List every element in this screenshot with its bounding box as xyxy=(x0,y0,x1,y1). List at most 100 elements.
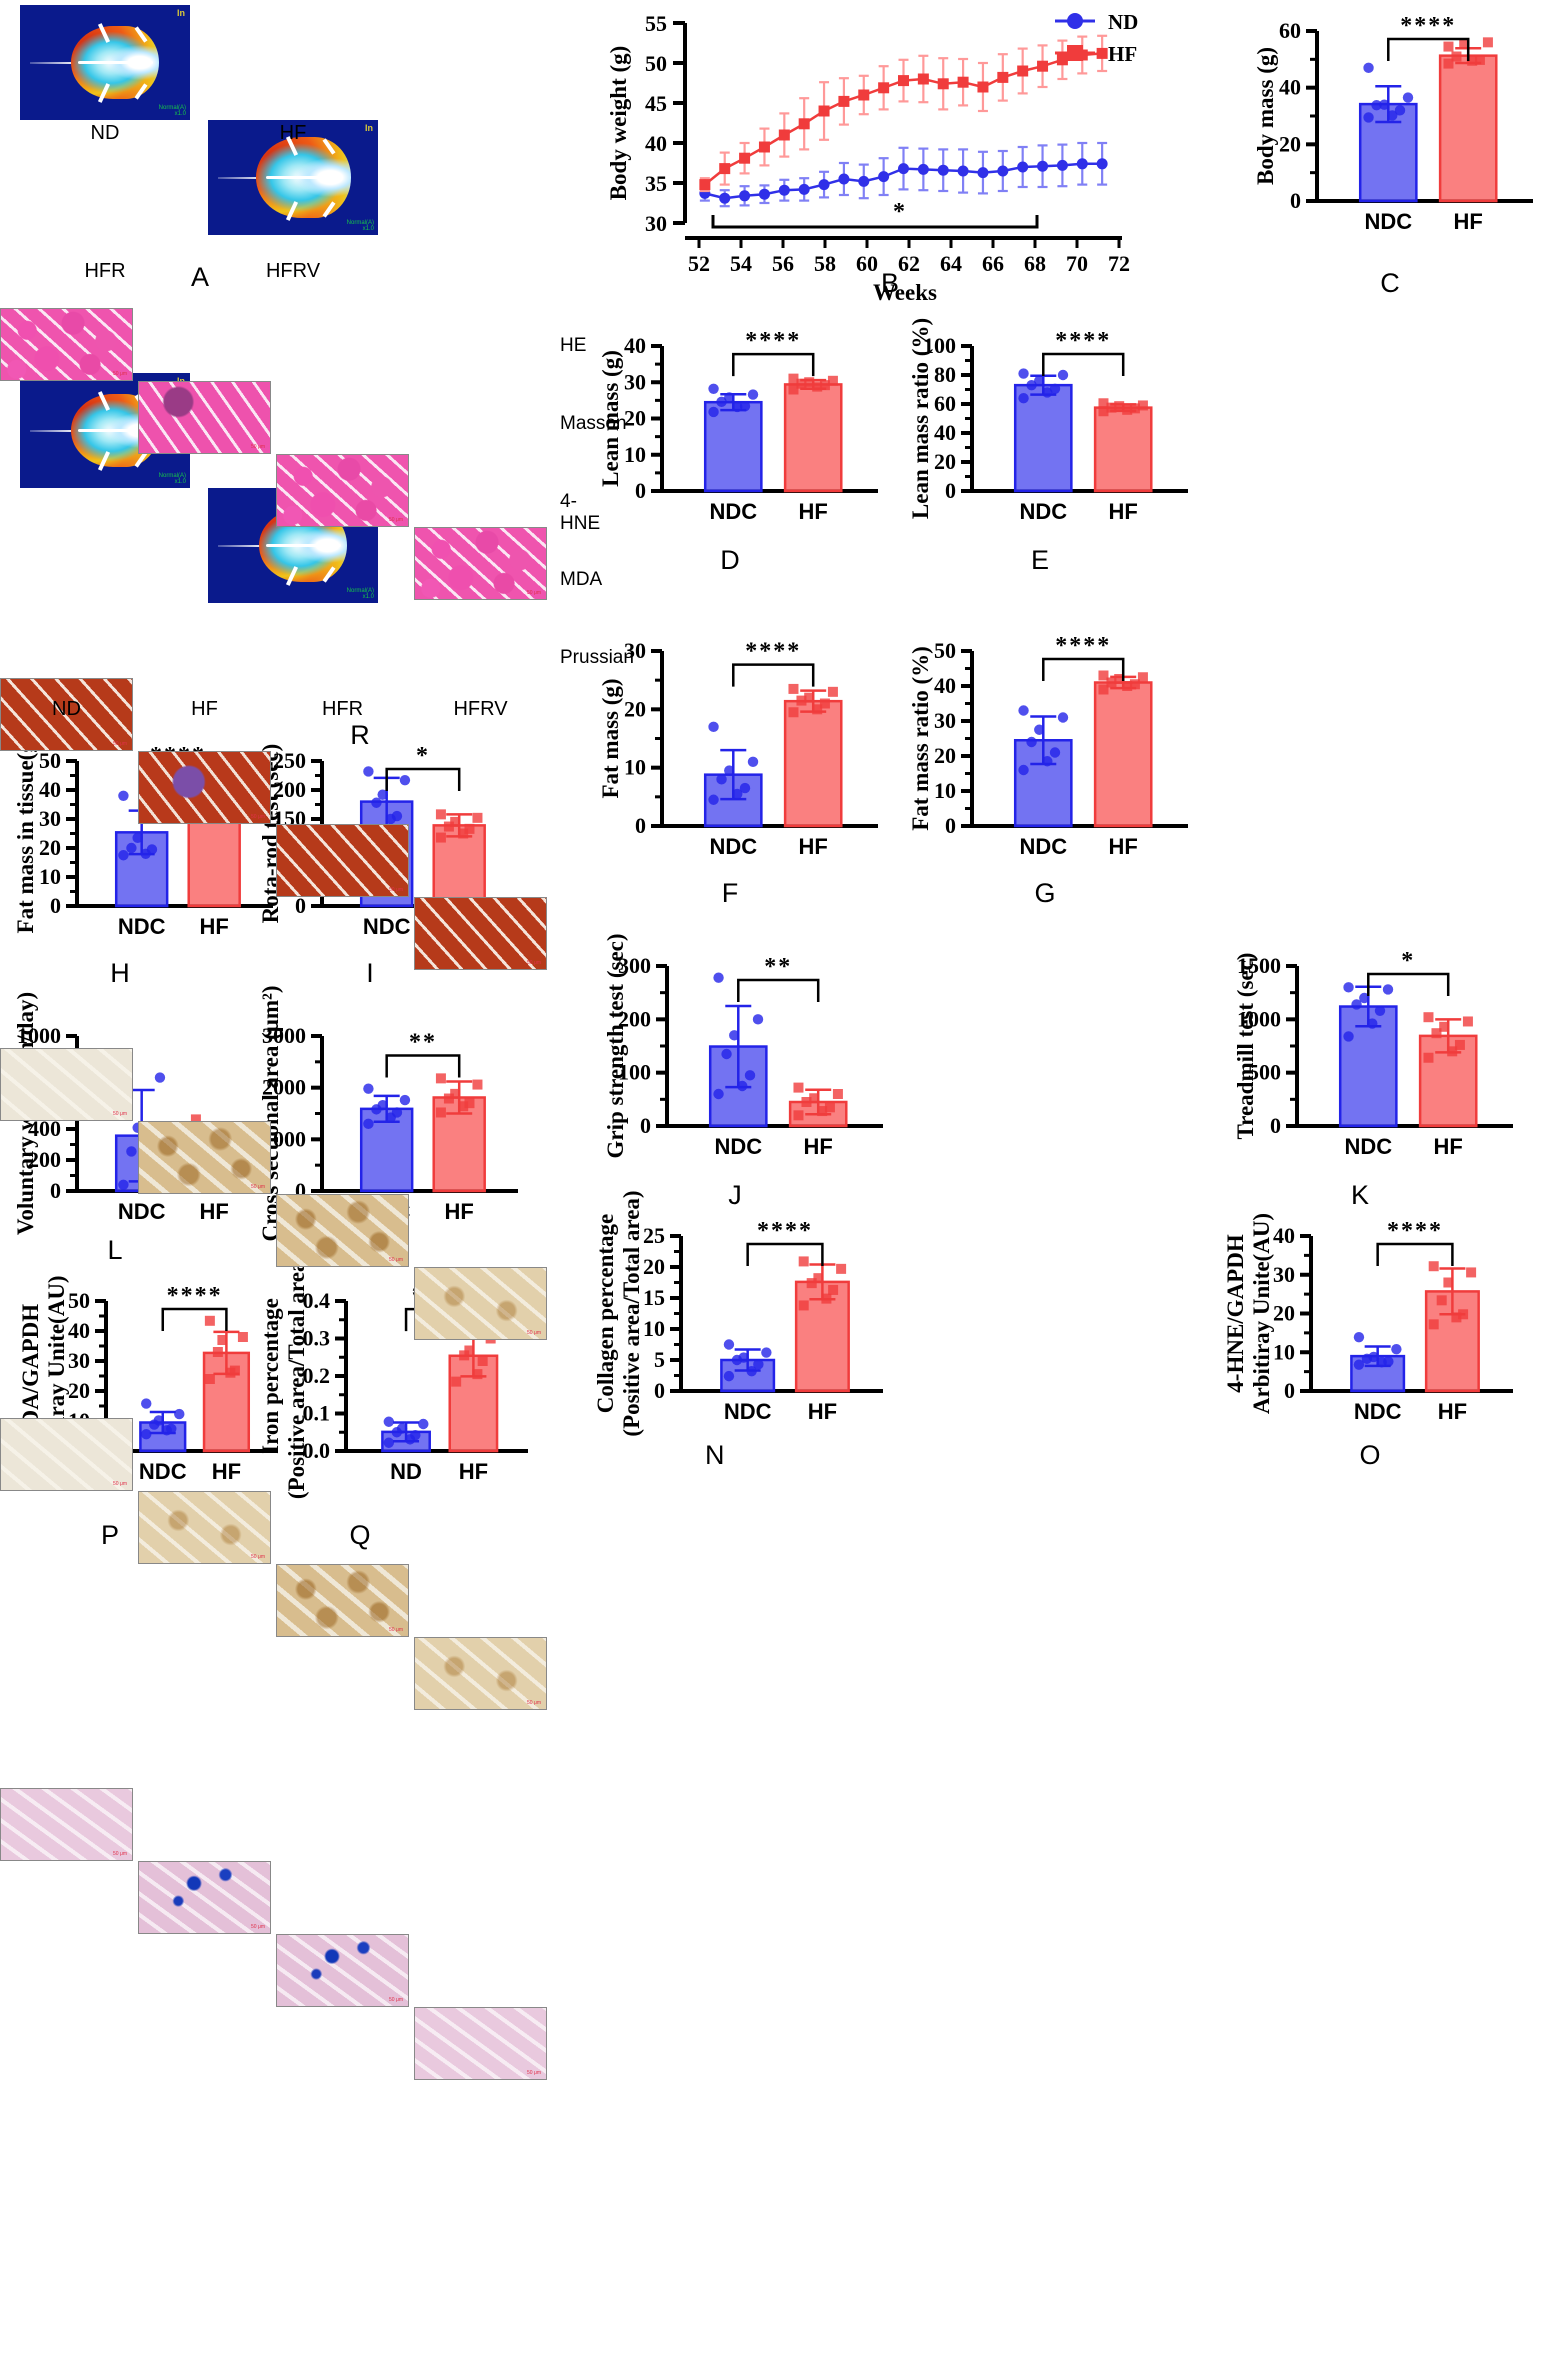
scale-bar-text: 50 μm xyxy=(113,1481,127,1487)
data-point xyxy=(806,1278,817,1289)
data-point xyxy=(997,165,1009,177)
y-tick-label: 2000 xyxy=(262,1075,306,1100)
data-point xyxy=(1057,369,1069,381)
y-tick-label: 0 xyxy=(1270,1113,1281,1138)
data-point xyxy=(828,1284,839,1295)
data-point xyxy=(1037,160,1049,172)
data-point xyxy=(878,82,890,94)
panel-letter-q: Q xyxy=(349,1520,371,1550)
panel-letter-d: D xyxy=(720,545,740,575)
x-tick-54: 54 xyxy=(730,251,752,276)
y-tick-label: 15 xyxy=(643,1285,665,1310)
dexa-in-label: In xyxy=(365,123,373,133)
category-label: NDC xyxy=(118,1199,166,1224)
histology-he-hf: 50 μm xyxy=(138,381,271,454)
mouse-tail xyxy=(218,176,266,179)
data-point xyxy=(813,1273,824,1284)
y-tick-label: 0 xyxy=(1290,188,1301,213)
data-point xyxy=(1439,1021,1450,1032)
significance-bracket xyxy=(1367,972,1450,996)
data-point xyxy=(1467,55,1478,66)
y-tick-label: 60 xyxy=(1279,18,1301,43)
bar-HF xyxy=(1438,54,1498,203)
data-point xyxy=(1462,1016,1473,1027)
scale-bar-text: 50 μm xyxy=(113,1851,127,1857)
data-point xyxy=(1402,92,1414,103)
data-point xyxy=(1431,1028,1442,1039)
data-point xyxy=(1353,1331,1365,1343)
data-point xyxy=(371,797,382,808)
y-axis-title: Body mass (g) xyxy=(1253,47,1278,185)
data-point xyxy=(477,1356,488,1366)
significance-star: * xyxy=(416,743,430,769)
y-tick-label: 10 xyxy=(624,442,646,467)
data-point xyxy=(418,1418,429,1430)
scale-bar-text: 50 μm xyxy=(251,814,265,820)
panel-letter-b: B xyxy=(880,268,899,298)
histology-col-label-hfrv: HFRV xyxy=(453,698,508,720)
y-tick-label: 10 xyxy=(624,755,646,780)
data-point xyxy=(1096,158,1108,170)
data-point xyxy=(1049,747,1061,758)
data-point xyxy=(1343,982,1354,993)
y-axis-title: Collagen percentage xyxy=(593,1214,618,1414)
y-tick-label: 0 xyxy=(945,478,956,503)
data-point xyxy=(724,392,735,403)
data-point xyxy=(977,81,989,93)
data-point xyxy=(804,377,815,388)
y-axis-title: Arbitiray Unite(AU) xyxy=(1249,1213,1274,1414)
panel-c-chart: 0 20 40 60 Body mass (g) NDC HF **** xyxy=(1245,5,1545,245)
data-point xyxy=(827,686,838,697)
panel-letter-e: E xyxy=(1030,545,1049,575)
data-point xyxy=(1428,1261,1439,1272)
data-point xyxy=(204,1315,215,1326)
data-point xyxy=(443,1093,454,1104)
data-point xyxy=(1098,406,1109,417)
data-point xyxy=(1353,1359,1365,1370)
data-point xyxy=(464,823,475,834)
data-point xyxy=(1454,1039,1465,1050)
data-point xyxy=(716,774,727,785)
data-point xyxy=(747,756,759,768)
dexa-image-nd: In Normal(A) x1.0 xyxy=(20,5,190,120)
histology-prussian-hf: 50 μm xyxy=(138,1861,271,1934)
y-tick-label: 200 xyxy=(618,1006,651,1031)
y-tick-label: 40 xyxy=(1273,1223,1295,1248)
category-label: NDC xyxy=(363,914,411,939)
data-point xyxy=(450,1088,461,1099)
y-axis-title: Iron percentage xyxy=(258,1298,283,1454)
data-point xyxy=(838,95,850,107)
data-point xyxy=(778,129,790,141)
data-point xyxy=(435,1073,446,1084)
data-point xyxy=(818,105,830,117)
category-label: HF xyxy=(200,914,229,939)
y-axis-title: (Positive area/Total area) xyxy=(284,1253,309,1499)
data-point xyxy=(1371,100,1382,111)
data-point xyxy=(229,1365,240,1376)
y-tick-label: 40 xyxy=(934,420,956,445)
y-tick-label: 0 xyxy=(635,478,646,503)
y-tick-label: 1500 xyxy=(1237,953,1281,978)
panel-letter-j: J xyxy=(728,1180,742,1210)
data-point xyxy=(1363,62,1374,74)
significance-star: **** xyxy=(757,1218,813,1244)
bar-HF xyxy=(1093,681,1153,828)
x-tick-72: 72 xyxy=(1108,251,1130,276)
scale-bar-text: 50 μm xyxy=(389,887,403,893)
y-tick-30: 30 xyxy=(645,211,667,236)
data-point xyxy=(788,373,799,384)
row-label-4hne: 4-HNE xyxy=(560,491,601,534)
data-point xyxy=(126,1146,137,1157)
scale-bar-text: 50 μm xyxy=(389,1257,403,1263)
data-point xyxy=(146,844,158,855)
data-point xyxy=(1129,403,1140,414)
legend-label-hf: HF xyxy=(1108,42,1137,66)
data-point xyxy=(377,789,388,800)
y-tick-label: 20 xyxy=(934,743,956,768)
data-point xyxy=(796,378,807,389)
y-tick-label: 40 xyxy=(1279,75,1301,100)
dexa-caption-hf: HF xyxy=(279,122,307,144)
row-label-masson: Masson xyxy=(560,413,627,434)
histology-4hne-hfrv: 50 μm xyxy=(414,1267,547,1340)
